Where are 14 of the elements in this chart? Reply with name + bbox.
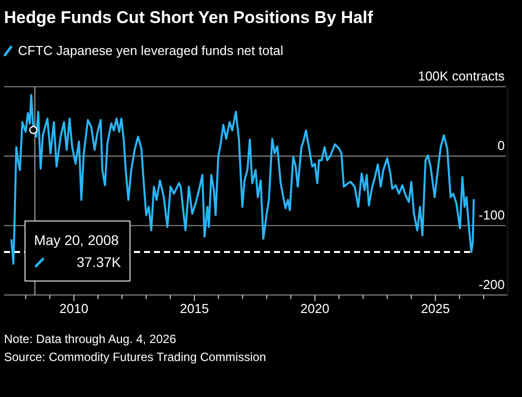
x-tick-label: 2025 <box>420 301 450 316</box>
y-tick-label: -200 <box>478 277 505 292</box>
y-tick-label: 0 <box>497 138 505 154</box>
y-tick-label: -100 <box>478 208 505 223</box>
annotation: May 20, 2008 <box>34 232 120 248</box>
x-tick-label: 2010 <box>59 301 88 316</box>
chart-title: Hedge Funds Cut Short Yen Positions By Half <box>4 8 374 27</box>
x-tick-label: 2015 <box>180 301 209 316</box>
x-tick-label: 2020 <box>300 301 330 316</box>
annotation: 37.37K <box>76 254 122 270</box>
source-note: Source: Commodity Futures Trading Commission <box>4 350 266 364</box>
text: Note: Data through Aug. 4, 2026 <box>4 332 176 346</box>
legend-label: CFTC Japanese yen leveraged funds net total <box>18 43 284 58</box>
y-axis-title: 100K contracts <box>418 68 506 84</box>
